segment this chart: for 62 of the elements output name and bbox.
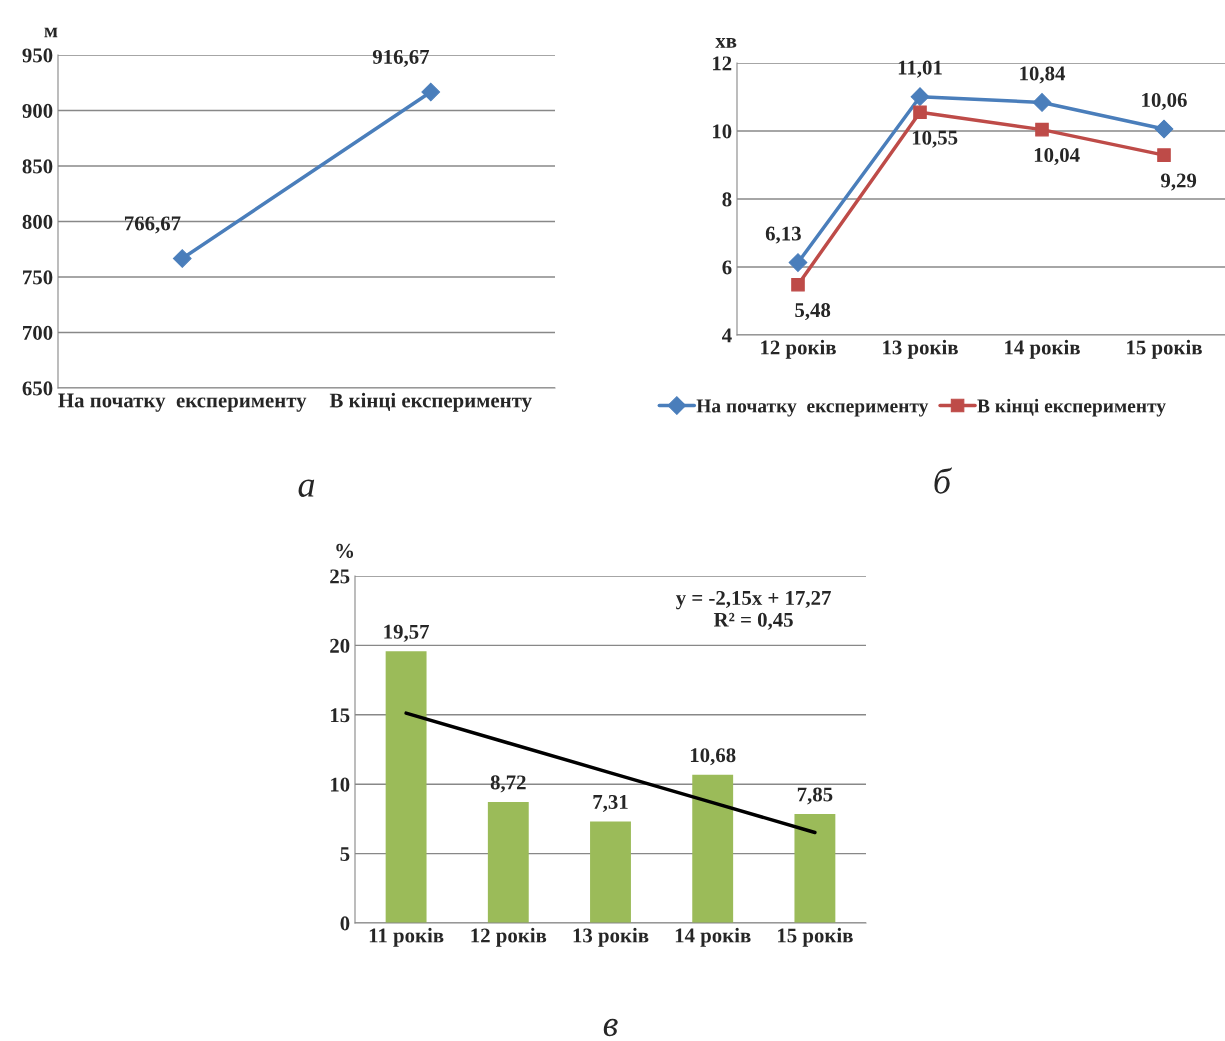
data-label: 5,48 — [795, 303, 831, 321]
data-label: 6,13 — [765, 226, 801, 244]
data-label: 916,67 — [372, 49, 430, 67]
data-label: 11,01 — [898, 60, 942, 78]
point — [1154, 119, 1174, 139]
y-tick-label: 10 — [330, 777, 350, 792]
point — [1032, 93, 1052, 112]
point — [913, 105, 927, 120]
x-tick-label: 12 років — [471, 927, 547, 947]
y-tick-label: 850 — [22, 159, 53, 174]
data-label: 8,72 — [490, 775, 526, 793]
y-tick-label: 6 — [722, 260, 732, 275]
y-tick-label: 20 — [330, 638, 350, 653]
bar — [590, 821, 631, 923]
data-label: 7,31 — [593, 794, 628, 812]
bar — [487, 801, 529, 923]
bar — [692, 774, 734, 923]
data-label: 10,06 — [1142, 92, 1187, 110]
x-tick-label: 13 років — [573, 927, 649, 947]
bar — [385, 651, 427, 923]
data-label: 10,55 — [912, 130, 958, 148]
text: а — [298, 479, 315, 497]
data-label: 10,84 — [1020, 66, 1066, 84]
y-axis-title: м — [44, 27, 58, 38]
data-label: 766,67 — [124, 216, 181, 234]
y-tick-label: 5 — [340, 847, 350, 862]
x-tick-label: 14 років — [1005, 339, 1080, 359]
text: в — [603, 1018, 618, 1037]
y-tick-label: 900 — [22, 103, 53, 118]
x-tick-label: 12 років — [761, 339, 836, 359]
data-label: 9,29 — [1160, 173, 1197, 191]
point — [788, 253, 808, 272]
x-tick-label: 15 років — [778, 927, 853, 947]
bar — [794, 814, 836, 923]
data-label: 19,57 — [384, 624, 430, 642]
x-tick-label: 13 років — [883, 339, 958, 359]
x-tick-label: 11 років — [369, 927, 444, 947]
x-tick-label: 14 років — [675, 927, 751, 947]
y-tick-label: 950 — [22, 48, 53, 63]
y-tick-label: 650 — [22, 381, 53, 396]
data-label: 10,04 — [1034, 148, 1080, 166]
y-tick-label: 12 — [712, 56, 732, 71]
point — [910, 87, 930, 107]
x-tick-label: 15 років — [1127, 339, 1202, 359]
y-tick-label: 750 — [23, 270, 53, 285]
point — [791, 277, 805, 292]
y-tick-label: 25 — [330, 569, 350, 584]
y-tick-label: 700 — [23, 325, 53, 340]
data-label: 10,68 — [690, 748, 736, 766]
y-axis-title: % — [336, 543, 354, 558]
y-tick-label: 4 — [722, 328, 732, 343]
y-axis-title: хв — [715, 38, 737, 48]
y-tick-label: 8 — [722, 192, 732, 207]
y-tick-label: 800 — [22, 214, 53, 229]
y-tick-label: 10 — [712, 124, 732, 139]
point — [1157, 148, 1171, 162]
y-tick-label: 15 — [330, 708, 350, 723]
text: б — [934, 467, 953, 494]
y-tick-label: 0 — [340, 916, 350, 931]
point — [1035, 122, 1049, 137]
annotation: y = -2,15x + 17,27 R² = 0,45 — [675, 590, 831, 630]
data-label: 7,85 — [797, 787, 833, 805]
